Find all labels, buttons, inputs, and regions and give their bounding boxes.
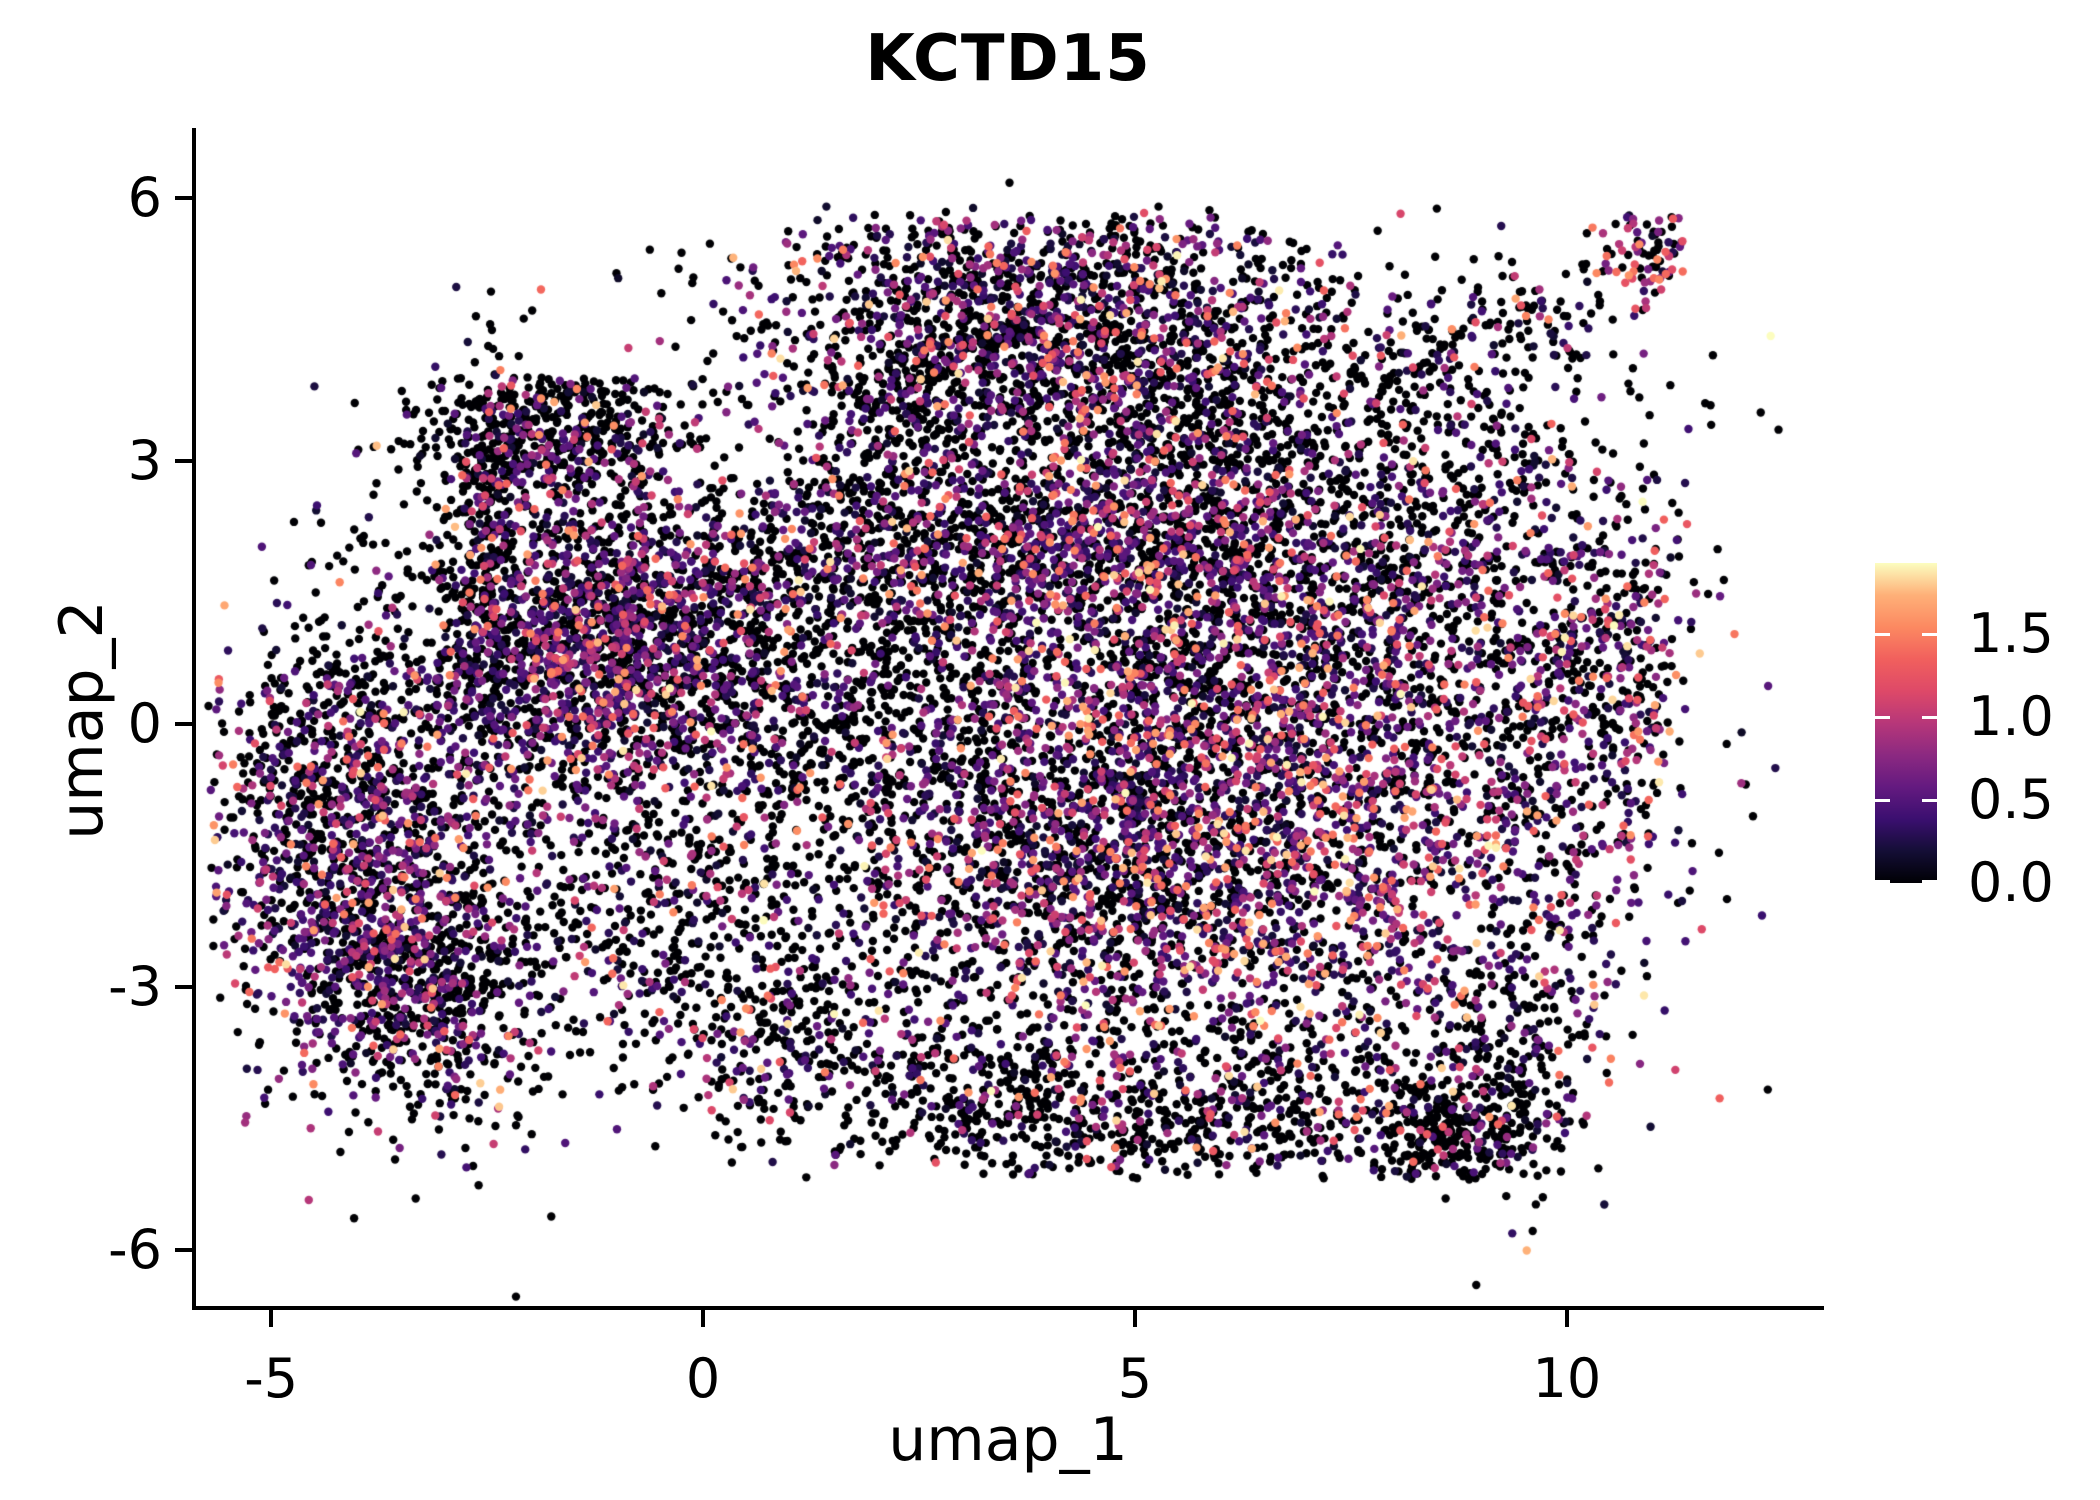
colorbar-tick-label: 1.0 [1968,685,2054,749]
x-tick-mark [701,1310,706,1327]
y-tick-label: 3 [127,428,162,492]
umap-scatter-canvas [196,130,1820,1306]
chart-title: KCTD15 [865,22,1151,96]
x-tick-label: 0 [685,1347,721,1410]
colorbar-tick [1922,799,1937,803]
colorbar-legend [1875,563,1937,883]
y-tick-label: -3 [108,954,162,1018]
colorbar-tick [1922,716,1937,720]
colorbar-tick [1875,799,1890,803]
colorbar-tick-label: 0.0 [1968,851,2054,914]
y-tick-label: 6 [127,165,162,229]
colorbar-gradient [1875,563,1937,883]
colorbar-tick [1875,633,1890,637]
x-tick-label: 5 [1117,1347,1153,1410]
y-tick-mark [175,984,192,989]
x-axis-line [192,1306,1824,1310]
y-tick-mark [175,195,192,200]
x-axis-label: umap_1 [888,1405,1128,1475]
x-tick-mark [1564,1310,1569,1327]
y-tick-mark [175,1247,192,1252]
y-tick-mark [175,721,192,726]
colorbar-tick [1922,633,1937,637]
x-tick-label: 10 [1532,1347,1602,1410]
x-tick-mark [269,1310,274,1327]
x-tick-mark [1132,1310,1137,1327]
colorbar-tick [1922,880,1937,883]
y-tick-label: 0 [127,691,162,755]
colorbar-tick-label: 0.5 [1968,768,2054,832]
colorbar-tick-label: 1.5 [1968,602,2054,666]
colorbar-tick [1875,880,1890,883]
y-tick-label: -6 [108,1217,162,1281]
y-tick-mark [175,458,192,463]
colorbar-tick [1875,716,1890,720]
y-axis-line [192,128,196,1310]
x-tick-label: -5 [244,1347,299,1410]
